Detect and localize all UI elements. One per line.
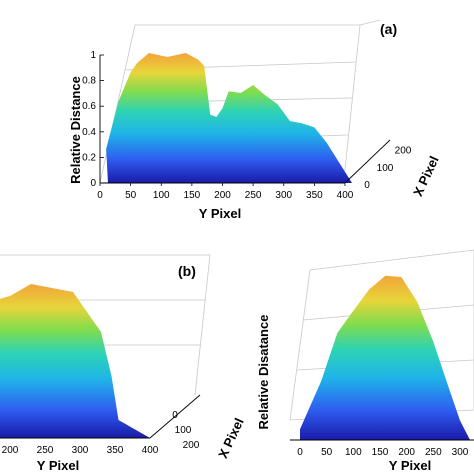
panel-a-z-axis-label: Relative Distance: [68, 76, 83, 184]
panel-c: 0 50 100 150 200 250 300 Y Pixel Relative Disa…: [256, 249, 474, 473]
panel-b-x-ticks: 0 100 200: [172, 410, 200, 451]
panel-b-floor: [0, 394, 201, 439]
panel-b-x-axis-label: X Pixel: [215, 416, 247, 461]
panel-c-y-tick-label: 150: [372, 447, 389, 458]
panel-a-y-tick-label: 0: [97, 190, 103, 201]
panel-b-y-tick-label: 250: [37, 445, 54, 456]
panel-b-x-tick-label: 0: [172, 410, 178, 421]
panel-a-y-tick-label: 300: [275, 190, 292, 201]
panel-c-surface: [300, 275, 470, 440]
panel-c-y-axis-label: Y Pixel: [389, 458, 431, 473]
panel-b-x-axis-line: [149, 394, 201, 439]
panel-a-z-tick-label: 0.6: [82, 101, 96, 112]
panel-b: 200 250 300 350 400 0 100 200 (b) Y Pixel X Pi…: [0, 254, 247, 473]
panel-c-y-tick-label: 250: [425, 447, 442, 458]
panel-b-y-tick-label: 350: [107, 445, 124, 456]
panel-a-z-tick-label: 0.8: [82, 76, 96, 87]
panel-a-x-tick-label: 100: [377, 163, 394, 174]
panel-a-surface: [106, 53, 352, 183]
panel-a-gridline: [359, 19, 381, 26]
panel-b-surface: [0, 284, 150, 438]
panel-a-z-tick-label: 0.4: [82, 127, 96, 138]
panel-a-x-axis-label: X Pixel: [410, 154, 442, 199]
panel-a-y-axis-label: Y Pixel: [199, 206, 241, 221]
panel-a-y-tick-label: 50: [125, 190, 137, 201]
panel-a-y-tick-label: 250: [245, 190, 262, 201]
panel-a-label: (a): [380, 21, 397, 37]
panel-c-y-tick-label: 300: [452, 447, 469, 458]
panel-b-x-tick-label: 200: [183, 440, 200, 451]
panel-a: 00.20.40.60.81 0 50 100 150 200 250 300 350 400 …: [68, 19, 442, 221]
panel-b-y-tick-label: 300: [72, 445, 89, 456]
panel-b-x-tick-label: 100: [175, 425, 192, 436]
panel-a-y-tick-label: 200: [214, 190, 231, 201]
panel-a-y-tick-label: 150: [184, 190, 201, 201]
panel-b-y-tick-label: 400: [142, 445, 159, 456]
panel-a-x-tick-label: 200: [395, 146, 412, 157]
panel-a-y-tick-label: 100: [153, 190, 170, 201]
panel-a-y-tick-label: 400: [337, 190, 354, 201]
panel-a-x-tick-label: 0: [364, 180, 370, 191]
panel-b-y-tick-label: 200: [2, 445, 19, 456]
panel-b-y-ticks: 200 250 300 350 400: [2, 445, 159, 456]
panel-c-y-tick-label: 50: [321, 447, 333, 458]
panel-b-back-right: [194, 254, 211, 396]
panel-b-spike: [138, 398, 141, 416]
panel-b-y-axis-label: Y Pixel: [37, 458, 79, 473]
panel-a-y-ticks: 0 50 100 150 200 250 300 350 400: [97, 183, 354, 201]
panel-a-y-tick-label: 350: [306, 190, 323, 201]
panel-c-z-axis-label: Relative Disatance: [256, 315, 271, 430]
panel-c-y-ticks: 0 50 100 150 200 250 300: [297, 447, 469, 458]
panel-c-y-tick-label: 200: [398, 447, 415, 458]
panel-a-z-tick-label: 0: [90, 178, 96, 189]
panel-b-label: (b): [178, 263, 196, 279]
panel-a-x-axis-line: [344, 139, 391, 184]
panel-c-y-tick-label: 0: [297, 447, 303, 458]
panel-c-y-tick-label: 100: [345, 447, 362, 458]
panel-a-z-tick-label: 1: [90, 50, 96, 61]
panel-a-z-ticks: 0 0.2 0.4 0.6 0.8 1: [82, 50, 104, 189]
panel-a-z-tick-label: 0.2: [82, 152, 96, 163]
